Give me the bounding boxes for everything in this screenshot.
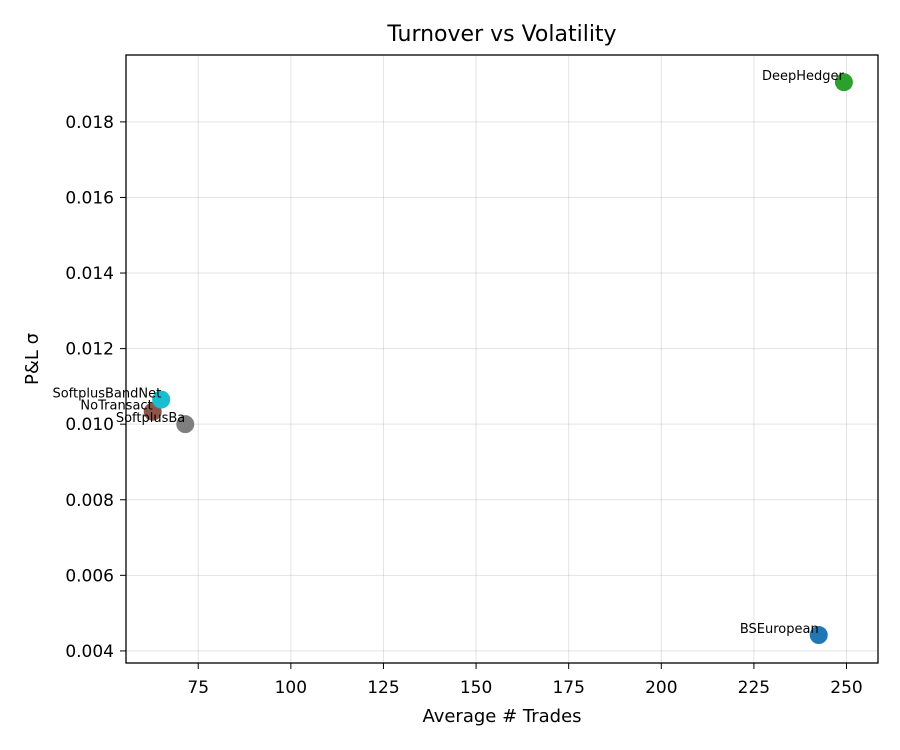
x-tick-label: 125 <box>367 678 399 698</box>
data-point <box>176 415 195 434</box>
grid-layer <box>126 55 878 663</box>
data-point <box>834 73 853 92</box>
data-point-label: SoftplusBandNet <box>52 387 161 402</box>
x-axis-label: Average # Trades <box>422 706 581 727</box>
y-tick-label: 0.008 <box>65 491 114 511</box>
data-point-label: BSEuropean <box>740 622 819 637</box>
y-tick-label: 0.004 <box>65 642 114 662</box>
x-tick-label: 175 <box>552 678 584 698</box>
y-tick-label: 0.012 <box>65 340 114 360</box>
plot-frame <box>125 54 879 664</box>
chart-title: Turnover vs Volatility <box>386 22 616 47</box>
y-axis: 0.004 0.006 0.008 0.010 0.012 0.014 0.016 0.018 <box>65 113 126 662</box>
y-tick-label: 0.006 <box>65 566 114 586</box>
data-points: BSEuropean DeepHedger NoTransactSoftplusBa… <box>52 69 853 645</box>
y-axis-label: P&L σ <box>22 333 43 385</box>
y-tick-label: 0.010 <box>65 415 114 435</box>
data-point <box>809 626 828 645</box>
x-axis: 75 100 125 150 175 200 225 250 <box>187 663 863 698</box>
data-point <box>152 390 171 409</box>
y-tick-label: 0.018 <box>65 113 114 133</box>
data-point-label: NoTransact <box>80 399 152 414</box>
y-tick-label: 0.016 <box>65 188 114 208</box>
data-point-label: DeepHedger <box>762 69 845 84</box>
x-tick-label: 150 <box>460 678 492 698</box>
x-tick-label: 200 <box>645 678 677 698</box>
x-tick-label: 225 <box>738 678 770 698</box>
y-tick-label: 0.014 <box>65 264 114 284</box>
x-tick-label: 250 <box>830 678 862 698</box>
x-tick-label: 75 <box>187 678 209 698</box>
x-tick-label: 100 <box>275 678 307 698</box>
data-point-label: SoftplusBa <box>116 411 185 426</box>
